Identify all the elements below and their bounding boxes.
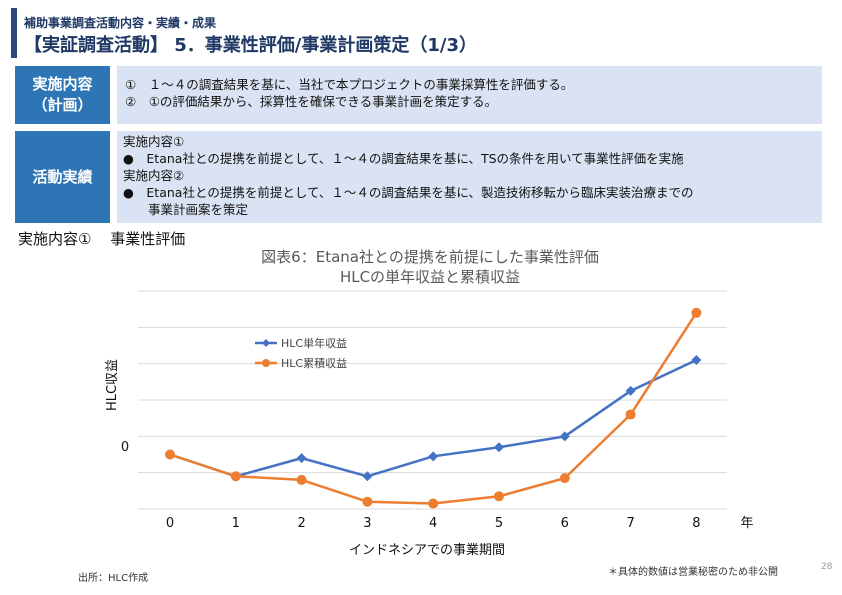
- chart-x-ticks: 0 1 2 3 4 5 6 7 8: [166, 516, 701, 531]
- x-tick-label: 5: [495, 516, 503, 531]
- data-point-circle: [296, 474, 307, 485]
- x-tick-label: 0: [166, 516, 174, 531]
- x-tick-label: 3: [363, 516, 371, 531]
- chart-title-line2: HLCの単年収益と累積収益: [339, 268, 521, 286]
- page-title: 【実証調査活動】 5．事業性評価/事業計画策定（1/3）: [24, 35, 477, 56]
- x-axis-unit: 年: [740, 516, 753, 531]
- chart-series-lines: [169, 312, 698, 505]
- plan-item-1: ① １～４の調査結果を基に、当社で本プロジェクトの事業採算性を評価する。: [125, 77, 574, 92]
- data-point-diamond: [691, 355, 702, 366]
- y-axis-label: HLC収益: [105, 359, 120, 411]
- data-point-circle: [559, 473, 570, 484]
- data-point-circle: [428, 498, 439, 509]
- results-line-2: ● Etana社との提携を前提として、１～４の調査結果を基に、TSの条件を用いて…: [123, 151, 684, 166]
- section-name: 事業性評価: [110, 230, 186, 248]
- x-axis-label: インドネシアでの事業期間: [349, 542, 505, 558]
- results-line-4: ● Etana社との提携を前提として、１～４の調査結果を基に、製造技術移転から臨…: [123, 185, 694, 200]
- plan-item-2: ② ①の評価結果から、採算性を確保できる事業計画を策定する。: [125, 94, 498, 109]
- data-point-circle: [362, 496, 373, 507]
- y-tick-label: 0: [121, 440, 129, 455]
- chart-title-line1: 図表6：Etana社との提携を前提にした事業性評価: [261, 248, 599, 266]
- chart-legend: HLC単年収益 HLC累積収益: [255, 336, 347, 370]
- data-point-circle: [165, 449, 175, 460]
- legend-label: HLC単年収益: [281, 336, 347, 350]
- x-tick-label: 8: [692, 516, 700, 531]
- results-line-3: 実施内容②: [123, 168, 185, 183]
- data-point-circle: [494, 491, 504, 502]
- data-point-circle: [230, 471, 241, 482]
- data-point-diamond: [625, 385, 636, 396]
- results-line-1: 実施内容①: [123, 134, 185, 149]
- page-number: 28: [821, 562, 833, 572]
- confidentiality-note: ＊具体的数値は営業秘密のため非公開: [608, 567, 778, 578]
- section-heading: 実施内容① 事業性評価: [18, 228, 199, 249]
- data-point-diamond: [494, 442, 504, 453]
- plan-content: ① １～４の調査結果を基に、当社で本プロジェクトの事業採算性を評価する。 ② ①…: [117, 66, 822, 124]
- results-label: 活動実績: [15, 131, 110, 223]
- series-line-2: [169, 312, 698, 505]
- legend-swatch-circle: [262, 359, 270, 367]
- data-point-diamond: [362, 471, 373, 482]
- results-content: 実施内容① ● Etana社との提携を前提として、１～４の調査結果を基に、TSの…: [117, 131, 822, 223]
- data-point-diamond: [428, 451, 439, 462]
- chart-markers: [165, 307, 702, 509]
- data-point-circle: [625, 409, 636, 420]
- legend-swatch-diamond: [262, 339, 270, 347]
- title-accent-bar: [11, 8, 17, 58]
- x-tick-label: 4: [429, 516, 437, 531]
- plan-label-line2: （計画）: [32, 96, 93, 114]
- data-point-diamond: [559, 431, 570, 442]
- data-point-circle: [691, 307, 702, 318]
- x-tick-label: 2: [297, 516, 305, 531]
- x-tick-label: 7: [626, 516, 634, 531]
- x-tick-label: 6: [561, 516, 569, 531]
- data-point-diamond: [296, 453, 307, 464]
- page-subtitle: 補助事業調査活動内容・実績・成果: [24, 16, 217, 30]
- x-tick-label: 1: [232, 516, 240, 531]
- section-number: 実施内容①: [18, 230, 92, 248]
- source-note: 出所：HLC作成: [78, 573, 149, 584]
- plan-label: 実施内容 （計画）: [15, 66, 110, 124]
- legend-label: HLC累積収益: [281, 356, 347, 370]
- results-line-5: 事業計画案を策定: [123, 202, 249, 217]
- plan-label-line1: 実施内容: [32, 75, 93, 93]
